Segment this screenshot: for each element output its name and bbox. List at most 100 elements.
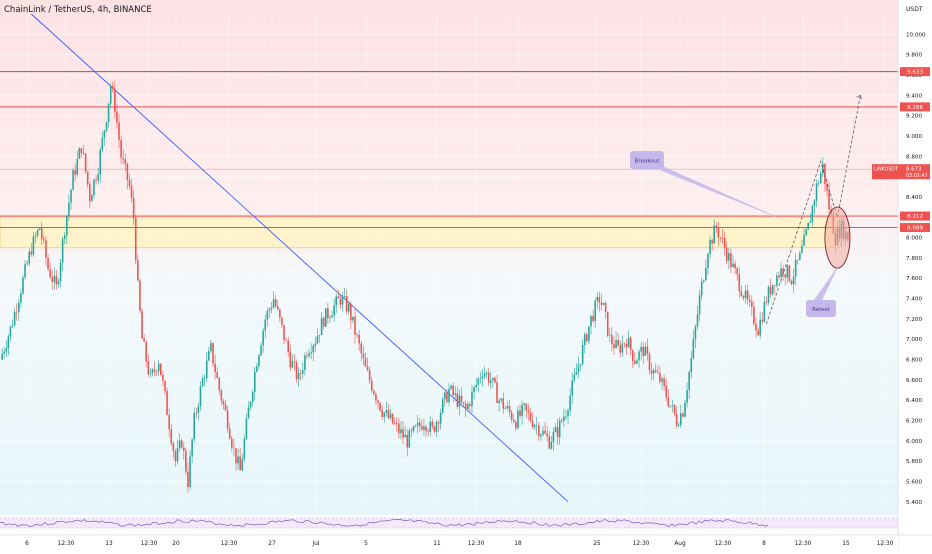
candle-body: [224, 404, 227, 411]
candle-body: [66, 215, 68, 236]
candle-body: [218, 378, 221, 391]
candle-body: [767, 286, 770, 303]
candle-body: [550, 442, 553, 449]
candle-body: [489, 380, 492, 383]
candle-body: [18, 302, 20, 312]
time-tick-label: 13: [105, 541, 113, 547]
oscillator-pane: [0, 515, 898, 535]
time-tick-label: 12:30: [58, 541, 75, 547]
candle-body: [13, 311, 16, 326]
candle-body: [801, 245, 803, 253]
price-tick-label: 7.400: [906, 297, 922, 303]
candle-body: [166, 391, 168, 415]
candle-body: [57, 280, 60, 285]
time-axis[interactable]: 6 12:30 13 12:30 20 12:30 27 Jul 5 11 12:30 18 25 12:…: [0, 534, 932, 550]
candle-body: [512, 419, 515, 422]
candle-body: [826, 183, 828, 191]
candle-body: [283, 324, 285, 341]
candle-body: [642, 346, 645, 356]
candle-body: [751, 301, 753, 307]
candle-body: [375, 394, 377, 401]
resistance-price-tag: 9.286: [907, 105, 923, 111]
candle-body: [324, 308, 327, 327]
candle-body: [356, 334, 358, 336]
candle-body: [53, 275, 56, 282]
candle-body: [366, 366, 369, 371]
candle-body: [784, 274, 787, 278]
candle-body: [350, 303, 352, 321]
candle-body: [638, 351, 640, 361]
candle-body: [577, 365, 580, 373]
candle-body: [402, 429, 404, 438]
candle-body: [333, 305, 335, 316]
candle-body: [264, 319, 267, 331]
candle-body: [339, 298, 342, 305]
candle-body: [464, 403, 467, 410]
candle-body: [416, 422, 419, 426]
candle-body: [824, 163, 826, 184]
candle-body: [310, 352, 312, 354]
candle-body: [76, 158, 79, 175]
price-axis[interactable]: USDT10.0009.8009.6009.4009.2009.0008.800…: [897, 0, 932, 550]
support-price-tag-bg: [900, 211, 930, 221]
candle-body: [598, 297, 601, 303]
candle-body: [185, 450, 187, 472]
candle-body: [93, 179, 95, 196]
retest-callout-box: [806, 300, 836, 317]
price-tick-label: 7.000: [906, 337, 922, 343]
candle-body: [49, 268, 51, 278]
candle-body: [504, 408, 507, 409]
candle-body: [527, 410, 530, 413]
candle-body: [609, 334, 611, 336]
time-tick-label: 25: [593, 541, 601, 547]
candle-body: [690, 358, 693, 373]
candle-body: [418, 422, 421, 427]
candle-body: [659, 372, 661, 382]
candle-body: [776, 275, 778, 286]
candle-body: [189, 456, 191, 488]
candle-body: [796, 259, 799, 261]
candle-body: [492, 377, 494, 381]
candle-body: [157, 363, 160, 372]
candle-body: [270, 307, 273, 310]
candle-body: [203, 378, 206, 379]
candle-body: [176, 448, 179, 462]
price-tick-label: 9.000: [906, 134, 922, 140]
candle-body: [506, 406, 509, 409]
candle-body: [249, 401, 252, 408]
candle-body: [621, 343, 624, 353]
candle-body: [343, 296, 346, 297]
price-tick-label: 9.200: [906, 114, 922, 120]
candle-body: [631, 349, 634, 361]
candle-body: [535, 425, 538, 427]
candle-body: [220, 390, 223, 401]
candle-body: [51, 277, 54, 282]
projection-layer: [766, 94, 862, 325]
candle-body: [36, 230, 39, 236]
candle-body: [533, 425, 536, 428]
candle-body: [644, 346, 647, 356]
candle-body: [615, 340, 617, 349]
resistance-price-tag-bg: [900, 67, 930, 77]
candle-body: [548, 436, 551, 449]
time-tick-label: 5: [364, 541, 368, 547]
candle-body: [711, 240, 713, 244]
retest-callout-pointer: [814, 264, 840, 300]
candle-body: [519, 410, 521, 416]
horizontal-levels-layer: [0, 71, 898, 228]
price-tick-label: 6.000: [906, 439, 922, 445]
candle-body: [467, 404, 469, 410]
candle-body: [646, 346, 649, 354]
time-tick-label: Aug: [674, 541, 686, 547]
candle-body: [360, 343, 363, 354]
candle-body: [446, 392, 448, 403]
time-tick-label: Jul: [312, 541, 320, 547]
candle-body: [730, 253, 732, 268]
price-tick-label: 8.400: [906, 195, 922, 201]
oscillator-band: [0, 518, 898, 528]
candle-body: [746, 290, 749, 300]
candle-body: [755, 323, 757, 331]
candle-body: [700, 281, 703, 296]
candle-body: [790, 280, 793, 284]
